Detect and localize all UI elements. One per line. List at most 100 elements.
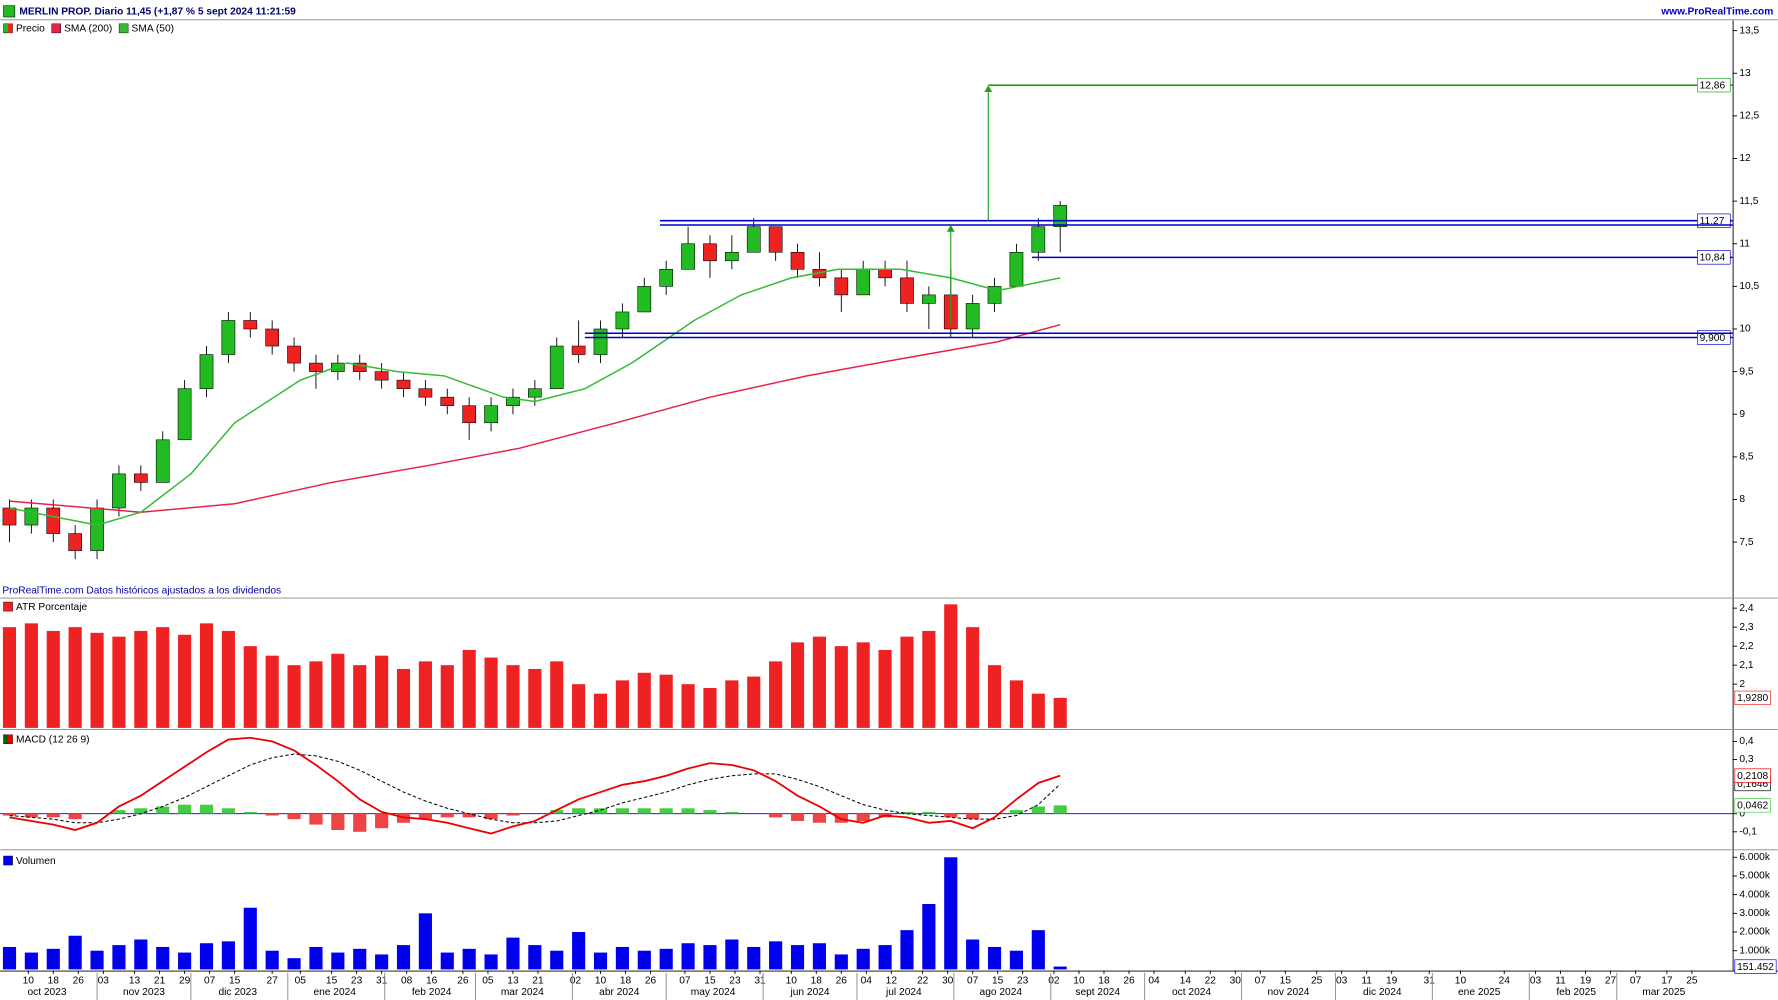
x-tick-label: 10: [1455, 975, 1467, 986]
candle-body: [265, 328, 280, 347]
month-label: ene 2025: [1458, 987, 1501, 998]
bar: [572, 932, 586, 970]
histogram-bar: [134, 808, 148, 814]
y-tick-label: 2: [1739, 679, 1745, 690]
candle-body: [440, 396, 455, 406]
bar: [90, 950, 104, 970]
chart-title: MERLIN PROP. Diario 11,45 (+1,87 % 5 sep…: [19, 7, 296, 18]
histogram-bar: [856, 813, 870, 821]
candle-body: [549, 345, 564, 389]
y-tick-label: 11: [1739, 238, 1750, 249]
bar: [593, 693, 608, 728]
histogram-bar: [790, 813, 805, 821]
bar: [922, 903, 936, 970]
y-tick-label: 2,2: [1739, 641, 1753, 652]
y-tick-label: 0: [1739, 808, 1745, 819]
y-tick-label: 9,5: [1739, 366, 1753, 377]
month-label: may 2024: [691, 987, 736, 998]
month-label: nov 2024: [1268, 987, 1310, 998]
y-tick-label: 10,5: [1739, 281, 1759, 292]
x-tick-label: 25: [1311, 975, 1323, 986]
candle-body: [309, 362, 323, 372]
x-tick-label: 31: [376, 975, 388, 986]
x-tick-label: 03: [1530, 975, 1542, 986]
legend-label: ATR Porcentaje: [16, 602, 87, 613]
bar: [375, 655, 389, 728]
level-label: 9,900: [1700, 333, 1726, 344]
bar: [24, 952, 38, 970]
bar: [68, 935, 82, 970]
x-tick-label: 31: [754, 975, 766, 986]
month-label: dic 2023: [219, 987, 258, 998]
histogram-bar: [966, 813, 980, 820]
y-tick-label: 2.000k: [1739, 927, 1770, 938]
last-value-label: 0,1646: [1737, 779, 1768, 790]
x-tick-label: 23: [729, 975, 741, 986]
bar: [834, 646, 848, 728]
bar: [703, 687, 717, 728]
candle-body: [2, 507, 17, 526]
bar: [550, 950, 564, 970]
y-tick-label: 13,5: [1739, 25, 1759, 36]
bar: [243, 646, 257, 728]
bar: [221, 630, 235, 728]
candle-body: [790, 251, 805, 270]
bar: [90, 632, 104, 728]
x-tick-label: 19: [1386, 975, 1398, 986]
candle-body: [177, 388, 192, 441]
histogram-bar: [68, 813, 82, 820]
histogram-bar: [24, 813, 38, 818]
candle-body: [155, 439, 170, 483]
y-tick-label: 3.000k: [1739, 908, 1770, 919]
x-tick-label: 26: [1123, 975, 1135, 986]
histogram-bar: [593, 808, 608, 814]
candle-body: [1009, 251, 1024, 287]
legend-swatch: [118, 23, 129, 34]
histogram-bar: [440, 813, 454, 818]
bar: [1009, 950, 1023, 970]
bar: [396, 945, 411, 970]
x-tick-label: 10: [595, 975, 607, 986]
bar: [856, 948, 870, 970]
bar: [615, 946, 629, 970]
bar: [812, 943, 826, 970]
x-tick-label: 31: [1424, 975, 1436, 986]
candle-body: [112, 473, 126, 509]
bar: [834, 954, 848, 970]
bar: [134, 939, 148, 970]
x-tick-label: 15: [992, 975, 1004, 986]
candle-body: [352, 362, 367, 372]
data-note: ProRealTime.com Datos históricos ajustad…: [2, 585, 281, 596]
bar: [24, 623, 38, 728]
site-link[interactable]: www.ProRealTime.com: [1660, 7, 1773, 18]
month-label: ago 2024: [980, 987, 1023, 998]
histogram-bar: [1031, 806, 1045, 814]
month-label: jul 2024: [885, 987, 922, 998]
bar: [68, 627, 82, 728]
x-tick-label: 30: [1230, 975, 1242, 986]
histogram-bar: [243, 811, 257, 814]
level-box: [1697, 213, 1731, 228]
bar: [112, 636, 126, 728]
x-tick-label: 23: [351, 975, 363, 986]
bar: [790, 642, 805, 728]
histogram-bar: [659, 808, 673, 814]
x-tick-label: 13: [507, 975, 519, 986]
bar: [725, 680, 739, 728]
month-label: nov 2023: [123, 987, 165, 998]
legend-swatch: [8, 734, 13, 744]
histogram-bar: [199, 804, 214, 814]
bar: [900, 636, 914, 728]
bar: [550, 661, 564, 728]
candle-body: [637, 286, 652, 313]
arrow-head: [984, 85, 993, 92]
level-label: 12,86: [1700, 80, 1726, 91]
bar: [987, 665, 1002, 728]
bar: [637, 672, 651, 728]
bar: [199, 623, 214, 728]
x-tick-label: 12: [886, 975, 898, 986]
candle-body: [418, 388, 433, 398]
month-label: abr 2024: [599, 987, 640, 998]
bar: [506, 937, 520, 970]
histogram-bar: [221, 808, 235, 814]
